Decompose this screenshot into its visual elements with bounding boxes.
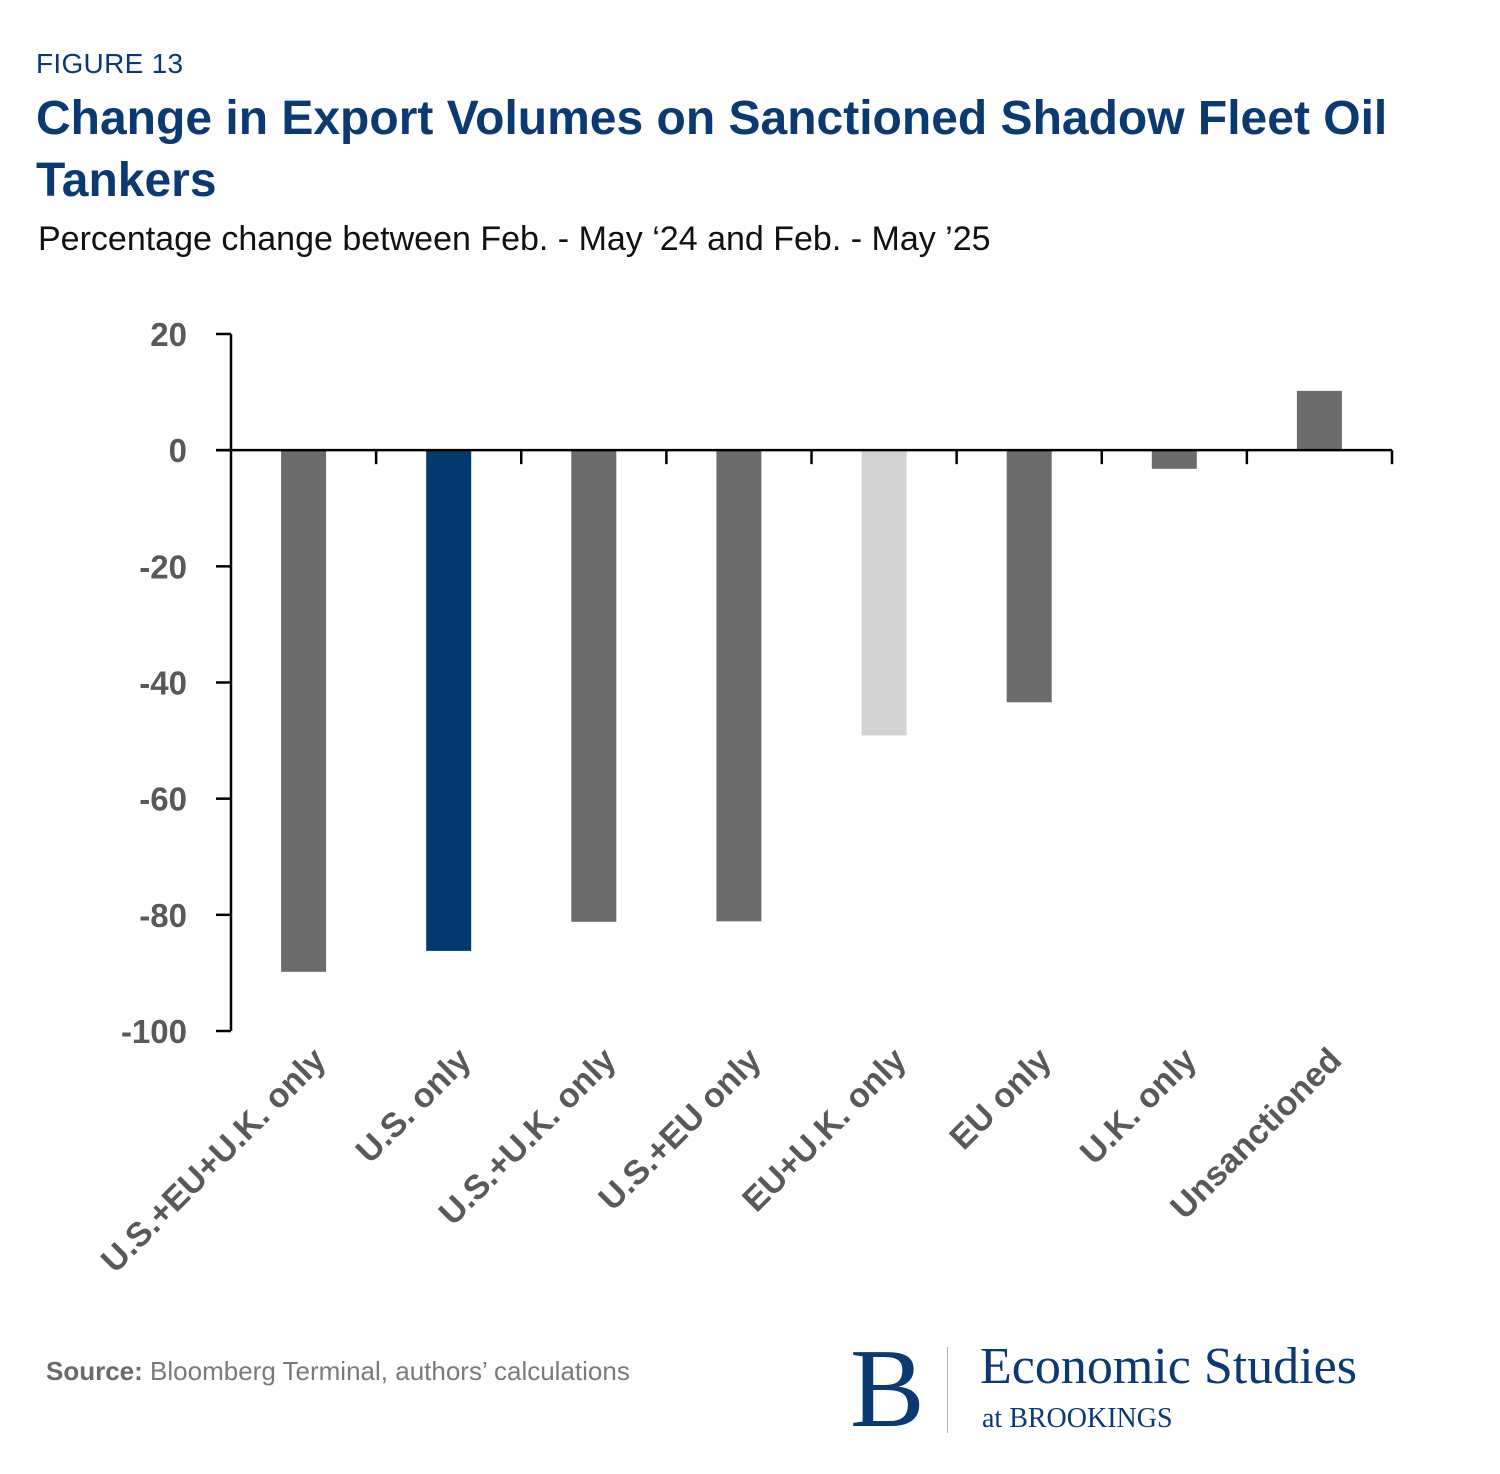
x-category-label: U.S.+EU+U.K. only [94,1041,333,1280]
y-tick-label: 0 [169,432,187,469]
chart-subtitle: Percentage change between Feb. - May ‘24… [38,220,991,258]
source-text: Bloomberg Terminal, authors’ calculation… [150,1356,630,1386]
source-label: Source: [46,1356,143,1386]
brookings-b-logo-icon: B [850,1327,925,1451]
y-tick-label: 20 [150,316,187,353]
x-category-label: U.K. only [1073,1041,1204,1172]
bar-0 [281,450,327,972]
source-note: Source: Bloomberg Terminal, authors’ cal… [46,1356,630,1387]
logo-name: Economic Studies [980,1338,1357,1395]
bars-group [281,390,1342,972]
logo-subtitle: at BROOKINGS [982,1403,1173,1434]
y-tick-label: -80 [139,897,187,934]
brookings-logo: B Economic Studies at BROOKINGS [850,1327,1450,1451]
y-tick-labels: 20 0 -20 -40 -60 -80 -100 [121,316,187,1050]
y-tick-label: -60 [139,781,187,818]
axes-group [216,332,1394,1033]
bar-3 [716,450,762,922]
bar-2 [571,450,617,922]
bar-1 [426,450,472,951]
bar-4 [861,450,907,736]
figure-label: FIGURE 13 [36,48,184,79]
bar-7 [1296,390,1342,451]
logo-divider [947,1347,948,1433]
x-category-label: EU only [942,1041,1058,1157]
bar-5 [1006,450,1052,703]
chart-title: Change in Export Volumes on Sanctioned S… [36,92,1388,207]
y-tick-label: -40 [139,665,187,702]
y-tick-label: -100 [121,1013,187,1050]
bar-chart: 20 0 -20 -40 -60 -80 -100 U.S.+EU+U.K. only U.S… [94,316,1394,1280]
x-category-label: U.S. only [349,1041,479,1171]
bar-6 [1151,450,1197,469]
y-tick-label: -20 [139,548,187,585]
